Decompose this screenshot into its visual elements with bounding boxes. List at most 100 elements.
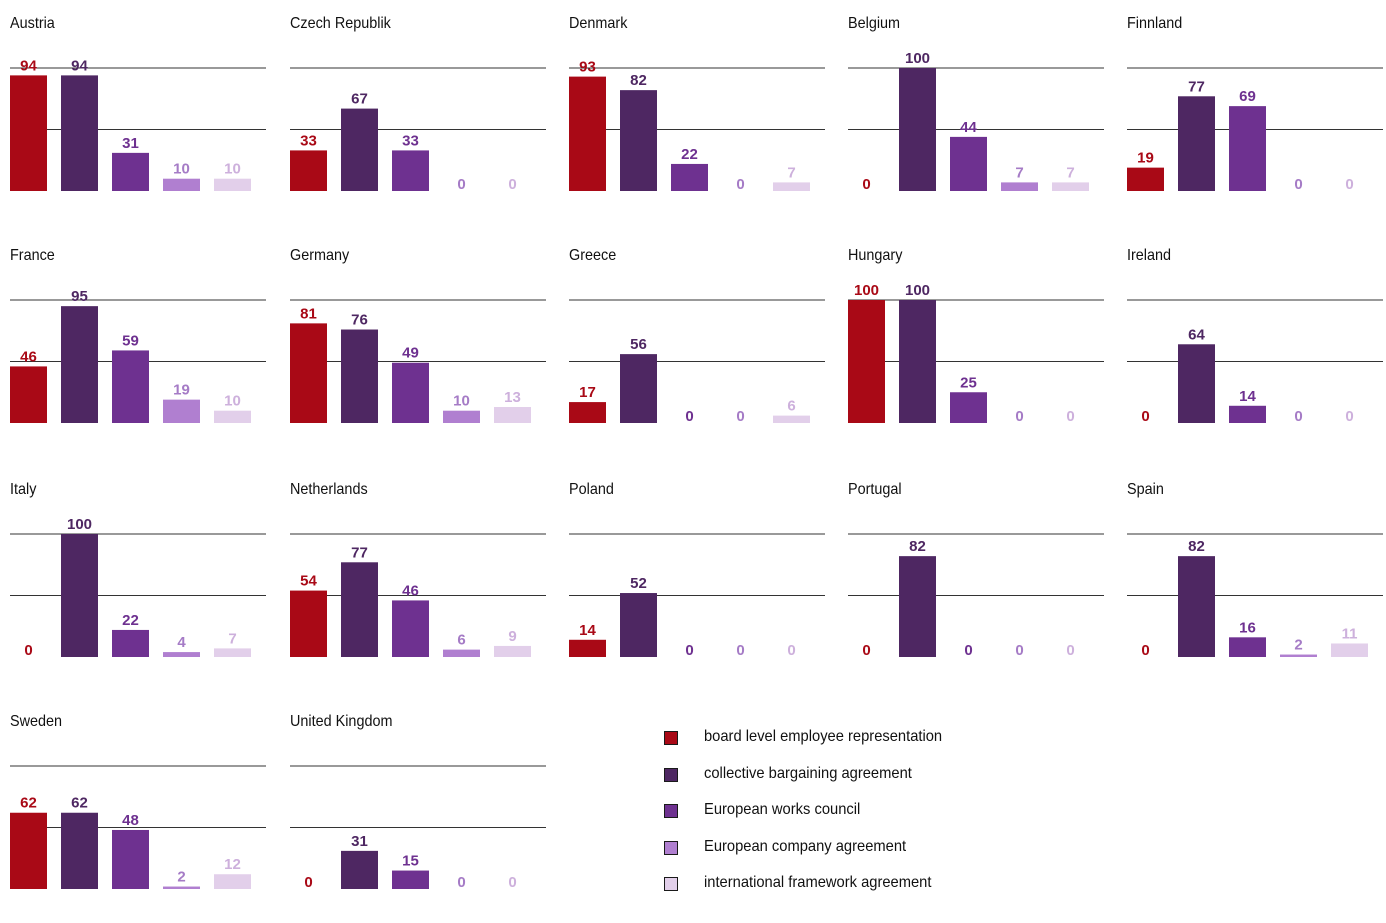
bar — [163, 886, 200, 889]
bar-chart: 19 77 69 0 0 — [1127, 67, 1383, 193]
data-label: 46 — [20, 348, 37, 365]
bar-chart: 0 100 44 7 7 — [848, 50, 1104, 193]
data-label: 7 — [228, 630, 236, 647]
bar — [61, 534, 98, 657]
legend-label: European company agreement — [704, 837, 907, 855]
chart-title: Germany — [290, 247, 350, 264]
chart-panel: Sweden 62 62 48 2 12 — [10, 713, 280, 923]
bar-chart: 0 31 15 0 0 — [290, 765, 546, 891]
bar — [61, 812, 98, 889]
bar — [1127, 167, 1164, 191]
bar — [494, 645, 531, 657]
data-label: 7 — [1015, 164, 1023, 181]
chart-title: Italy — [10, 481, 37, 498]
bar — [214, 410, 251, 423]
chart-title: Austria — [10, 15, 55, 32]
data-label: 19 — [1137, 150, 1154, 167]
chart-title: United Kingdom — [290, 713, 393, 730]
bar — [1178, 556, 1215, 657]
chart-title: Portugal — [848, 481, 902, 498]
legend-swatch — [664, 731, 678, 745]
data-label: 16 — [1239, 619, 1256, 636]
data-label: 0 — [736, 176, 744, 193]
bar — [392, 362, 429, 423]
bar-chart: 62 62 48 2 12 — [10, 765, 266, 889]
data-label: 94 — [20, 57, 37, 74]
bar — [569, 639, 606, 657]
legend-swatch — [664, 877, 678, 891]
data-label: 22 — [681, 146, 698, 163]
data-label: 62 — [71, 795, 88, 812]
data-label: 77 — [351, 544, 368, 561]
data-label: 0 — [1345, 176, 1353, 193]
data-label: 0 — [685, 642, 693, 659]
data-label: 2 — [177, 869, 185, 886]
data-label: 76 — [351, 312, 368, 329]
data-label: 4 — [177, 634, 186, 651]
chart-panel: Hungary 100 100 25 0 0 — [848, 247, 1118, 457]
data-label: 100 — [854, 282, 879, 299]
data-label: 0 — [1015, 408, 1023, 425]
data-label: 10 — [224, 161, 241, 178]
data-label: 0 — [964, 642, 972, 659]
data-label: 0 — [862, 642, 870, 659]
data-label: 100 — [67, 516, 92, 533]
bar — [443, 410, 480, 423]
bar-chart: 93 82 22 0 7 — [569, 59, 825, 193]
bar — [620, 593, 657, 657]
data-label: 0 — [304, 874, 312, 891]
bar — [950, 392, 987, 423]
data-label: 100 — [905, 50, 930, 67]
data-label: 0 — [457, 176, 465, 193]
bar — [392, 870, 429, 889]
bar — [341, 108, 378, 191]
data-label: 59 — [122, 332, 139, 349]
data-label: 0 — [1066, 642, 1074, 659]
data-label: 0 — [736, 642, 744, 659]
data-label: 7 — [1066, 164, 1074, 181]
legend-label: European works council — [704, 801, 861, 818]
data-label: 0 — [787, 642, 795, 659]
data-label: 64 — [1188, 326, 1205, 343]
bar-chart: 54 77 46 6 9 — [290, 533, 546, 657]
data-label: 95 — [71, 288, 88, 305]
data-label: 77 — [1188, 78, 1205, 95]
data-label: 62 — [20, 795, 37, 812]
bar — [569, 76, 606, 191]
data-label: 48 — [122, 812, 139, 829]
data-label: 31 — [351, 833, 368, 850]
data-label: 12 — [224, 856, 241, 873]
data-label: 0 — [1141, 642, 1149, 659]
bar-chart: 14 52 0 0 0 — [569, 533, 825, 659]
data-label: 17 — [579, 384, 596, 401]
data-label: 33 — [300, 132, 317, 149]
data-label: 11 — [1342, 625, 1358, 642]
data-label: 49 — [402, 345, 419, 362]
data-label: 0 — [1141, 408, 1149, 425]
data-label: 0 — [457, 874, 465, 891]
chart-title: Greece — [569, 247, 617, 264]
chart-title: Spain — [1127, 481, 1164, 498]
data-label: 0 — [24, 642, 32, 659]
bar — [1229, 405, 1266, 423]
data-label: 0 — [1015, 642, 1023, 659]
bar — [290, 590, 327, 657]
data-label: 94 — [71, 57, 88, 74]
data-label: 0 — [736, 408, 744, 425]
bar — [1280, 654, 1317, 657]
chart-title: France — [10, 247, 55, 264]
data-label: 25 — [960, 374, 977, 391]
bar — [1178, 96, 1215, 191]
chart-title: Finnland — [1127, 15, 1183, 32]
data-label: 56 — [630, 336, 647, 353]
data-label: 10 — [224, 393, 241, 410]
chart-title: Hungary — [848, 247, 903, 264]
chart-title: Ireland — [1127, 247, 1172, 264]
legend-label: collective bargaining agreement — [704, 764, 912, 782]
bar — [163, 178, 200, 191]
bar — [443, 649, 480, 657]
data-label: 0 — [1294, 408, 1302, 425]
chart-panel: Belgium 0 100 44 7 7 — [848, 15, 1118, 225]
bar — [1229, 637, 1266, 657]
data-label: 9 — [508, 628, 516, 645]
